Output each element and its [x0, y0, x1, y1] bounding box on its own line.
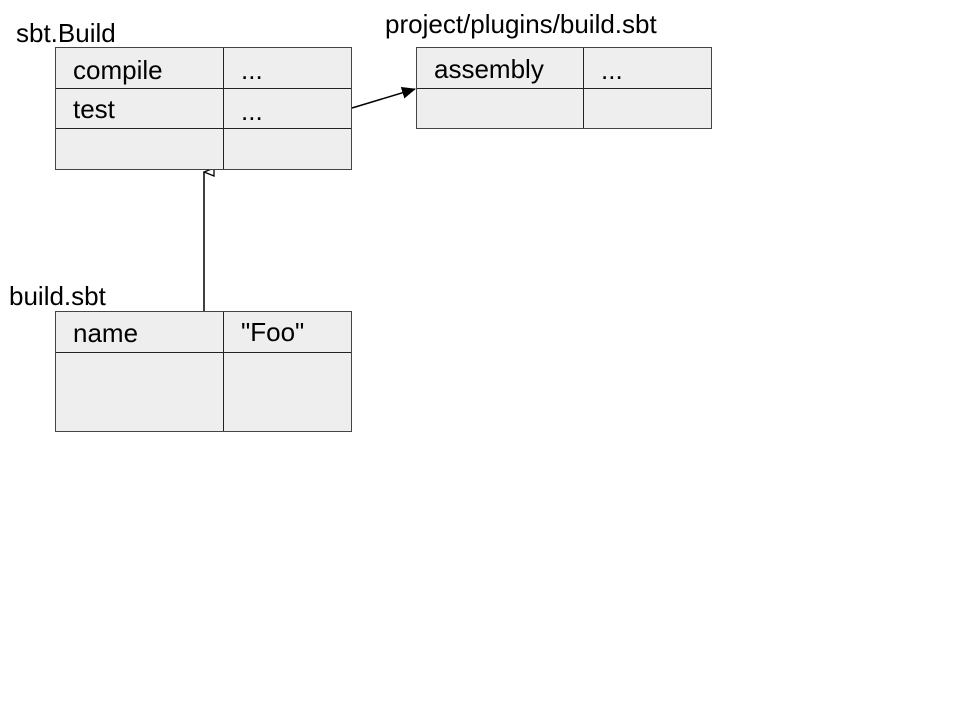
- assembly-value: ...: [601, 55, 623, 85]
- column-divider: [583, 48, 584, 128]
- sbt-build-box: compile ... test ...: [55, 47, 352, 170]
- build-sbt-box: name "Foo": [55, 311, 352, 432]
- dependency-arrow: [351, 87, 416, 109]
- sbt-build-title: sbt.Build: [16, 18, 116, 48]
- column-divider: [223, 312, 224, 431]
- compile-value: ...: [241, 55, 263, 85]
- name-key: name: [73, 318, 139, 348]
- test-key: test: [73, 94, 115, 124]
- assembly-key: assembly: [434, 54, 544, 84]
- plugins-build-title: project/plugins/build.sbt: [385, 9, 657, 39]
- column-divider: [223, 48, 224, 169]
- test-value: ...: [241, 96, 263, 126]
- name-value: "Foo": [241, 317, 305, 347]
- row-divider: [56, 352, 351, 353]
- compile-key: compile: [73, 55, 163, 85]
- row-divider: [56, 128, 351, 129]
- row-divider: [417, 88, 711, 89]
- build-sbt-title: build.sbt: [9, 281, 106, 311]
- plugins-build-box: assembly ...: [416, 47, 712, 129]
- row-divider: [56, 88, 351, 89]
